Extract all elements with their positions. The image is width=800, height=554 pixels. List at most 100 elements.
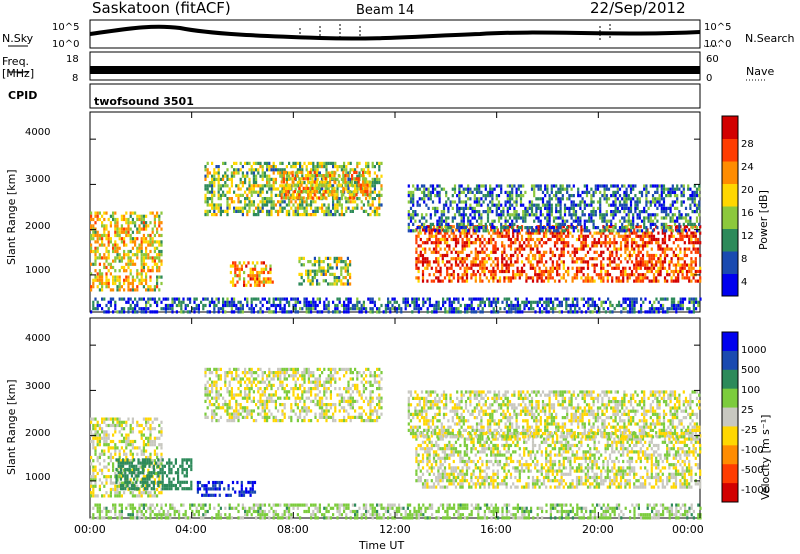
echo-cell [576,297,579,301]
echo-cell [226,213,229,217]
echo-cell [470,234,473,238]
echo-cell [443,237,447,242]
echo-cell [325,297,328,301]
echo-cell [472,310,475,314]
echo-cell [663,276,667,280]
echo-cell [127,224,130,228]
echo-cell [450,307,453,311]
echo-cell [125,243,128,247]
echo-cell [219,307,222,311]
echo-cell [450,257,453,261]
echo-cell [534,310,537,314]
echo-cell [107,256,110,260]
echo-cell [505,266,508,270]
echo-cell [98,468,101,472]
echo-cell [158,243,161,247]
echo-cell [492,279,495,283]
echo-cell [230,200,233,204]
echo-cell [605,187,608,191]
echo-cell [503,250,506,254]
echo-cell [105,272,108,276]
echo-cell [103,227,106,231]
echo-cell [607,197,611,201]
echo-cell [644,231,647,235]
echo-cell [619,260,623,264]
echo-cell [123,256,126,260]
echo-cell [311,186,314,190]
echo-cell [331,193,334,197]
echo-cell [347,187,350,191]
echo-cell [142,285,145,289]
echo-cell [559,210,562,214]
echo-cell [699,241,702,245]
echo-cell [625,197,628,201]
echo-cell [437,231,440,235]
echo-cell [336,209,339,213]
echo-cell [409,194,413,198]
echo-cell [580,260,583,264]
echo-cell [101,288,104,292]
echo-cell [635,257,638,261]
echo-cell [611,276,614,280]
echo-cell [98,427,101,431]
echo-cell [698,200,701,204]
echo-cell [625,200,628,204]
echo-cell [617,257,620,261]
echo-cell [125,300,128,304]
echo-cell [485,276,488,280]
echo-cell [523,247,526,251]
echo-cell [248,206,251,210]
echo-cell [569,303,572,308]
echo-cell [506,226,509,230]
echo-cell [140,259,143,263]
echo-cell [676,229,679,233]
echo-cell [559,200,562,204]
echo-cell [380,161,383,165]
echo-cell [516,225,519,229]
echo-cell [513,210,516,214]
echo-cell [156,269,159,273]
echo-cell [123,249,126,254]
echo-cell [343,165,346,169]
echo-cell [134,303,137,308]
echo-cell [501,244,504,248]
echo-cell [96,494,99,498]
echo-cell [698,213,701,217]
echo-cell [180,300,183,304]
echo-cell [134,240,137,244]
echo-cell [495,184,498,188]
echo-cell [539,226,542,230]
echo-cell [476,234,480,238]
echo-cell [656,206,659,210]
echo-cell [538,228,541,232]
echo-cell [90,217,93,222]
echo-cell [579,200,582,204]
echo-cell [268,165,271,169]
echo-cell [314,165,317,169]
echo-cell [384,307,387,311]
echo-cell [175,297,178,301]
echo-cell [677,263,680,267]
echo-cell [90,243,93,247]
echo-cell [624,234,627,238]
echo-cell [541,229,545,233]
echo-cell [158,249,161,254]
echo-cell [114,233,117,238]
echo-cell [596,303,599,308]
echo-cell [103,224,106,228]
echo-cell [508,200,512,204]
echo-cell [283,200,286,204]
echo-cell [302,186,305,190]
echo-cell [217,187,220,191]
echo-cell [667,206,670,210]
echo-cell [94,246,97,250]
echo-cell [153,300,156,304]
echo-cell [558,303,561,308]
echo-cell [678,229,681,233]
echo-cell [516,310,519,314]
echo-cell [333,170,336,174]
echo-cell [241,310,244,314]
echo-cell [245,264,248,268]
echo-cell [338,279,341,283]
echo-cell [458,200,461,204]
